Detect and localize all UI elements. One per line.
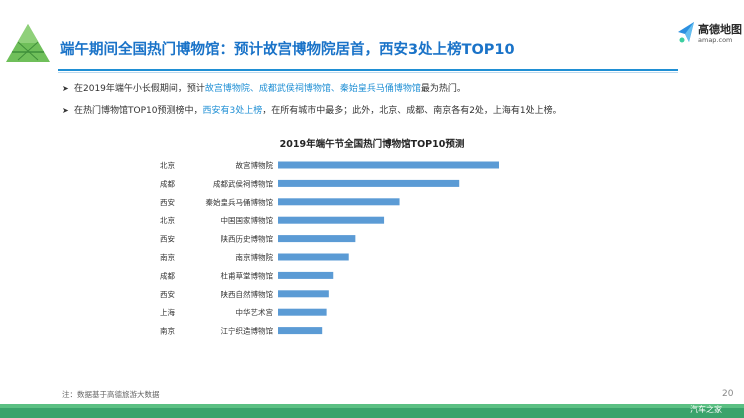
bar xyxy=(278,179,460,187)
bullet-list: ➤ 在2019年端午小长假期间，预计故宫博物院、成都武侯祠博物馆、秦始皇兵马俑博物… xyxy=(62,83,562,127)
bullet-text: 在2019年端午小长假期间，预计 xyxy=(74,84,205,94)
bar xyxy=(278,290,329,298)
header-divider xyxy=(58,69,678,71)
city-label: 西安 xyxy=(160,197,175,207)
city-label: 南京 xyxy=(160,252,175,262)
bar xyxy=(278,308,327,316)
bullet-highlight: 西安有3处上榜 xyxy=(202,106,263,116)
city-label: 成都 xyxy=(160,270,175,280)
bottom-bar-highlight xyxy=(0,404,744,408)
city-label: 西安 xyxy=(160,234,175,244)
chevron-right-icon: ➤ xyxy=(62,106,69,115)
category-label: 陕西自然博物馆 xyxy=(221,289,274,299)
bar xyxy=(278,327,323,335)
bullet-text: ，在所有城市中最多；此外，北京、成都、南京各有2处，上海有1处上榜。 xyxy=(262,106,562,116)
bullet-text: 在热门博物馆TOP10预测榜中， xyxy=(74,106,203,116)
bar xyxy=(278,235,356,243)
amap-logo: 高德地图 amap.com xyxy=(677,20,744,48)
bullet-item: ➤ 在2019年端午小长假期间，预计故宫博物院、成都武侯祠博物馆、秦始皇兵马俑博物… xyxy=(62,83,562,105)
page-number: 20 xyxy=(722,389,734,399)
chevron-right-icon: ➤ xyxy=(62,84,69,93)
paper-plane-icon xyxy=(678,22,694,43)
logo-domain: amap.com xyxy=(698,36,733,44)
category-label: 杜甫草堂博物馆 xyxy=(221,270,274,280)
bar xyxy=(278,253,349,261)
bar xyxy=(278,161,499,169)
city-label: 北京 xyxy=(160,215,175,225)
bar xyxy=(278,271,334,279)
category-label: 陕西历史博物馆 xyxy=(221,234,274,244)
chart-title: 2019年端午节全国热门博物馆TOP10预测 xyxy=(279,139,465,150)
bullet-highlight: 故宫博物院、成都武侯祠博物馆、秦始皇兵马俑博物馆 xyxy=(204,84,421,94)
category-label: 南京博物院 xyxy=(236,252,274,262)
category-label: 故宫博物院 xyxy=(236,160,274,170)
watermark: 汽车之家 xyxy=(690,405,722,414)
category-label: 中华艺术宫 xyxy=(236,307,274,317)
city-label: 成都 xyxy=(160,178,175,188)
category-label: 秦始皇兵马俑博物馆 xyxy=(206,197,274,207)
zongzi-decoration-icon xyxy=(6,24,50,62)
bar xyxy=(278,198,400,206)
footnote: 注：数据基于高德旅游大数据 xyxy=(62,390,160,399)
city-label: 北京 xyxy=(160,160,175,170)
category-label: 江宁织造博物馆 xyxy=(221,326,274,336)
category-label: 中国国家博物馆 xyxy=(221,215,274,225)
bullet-text: 最为热门。 xyxy=(420,84,466,94)
page-title: 端午期间全国热门博物馆：预计故宫博物院居首，西安3处上榜TOP10 xyxy=(60,42,515,58)
city-label: 西安 xyxy=(160,289,175,299)
city-label: 上海 xyxy=(160,307,175,317)
header-divider-thin xyxy=(58,72,678,73)
logo-name: 高德地图 xyxy=(698,23,742,36)
category-label: 成都武侯祠博物馆 xyxy=(213,178,273,188)
bullet-item: ➤ 在热门博物馆TOP10预测榜中，西安有3处上榜，在所有城市中最多；此外，北京、… xyxy=(62,105,562,127)
bar xyxy=(278,216,385,224)
city-label: 南京 xyxy=(160,326,175,336)
